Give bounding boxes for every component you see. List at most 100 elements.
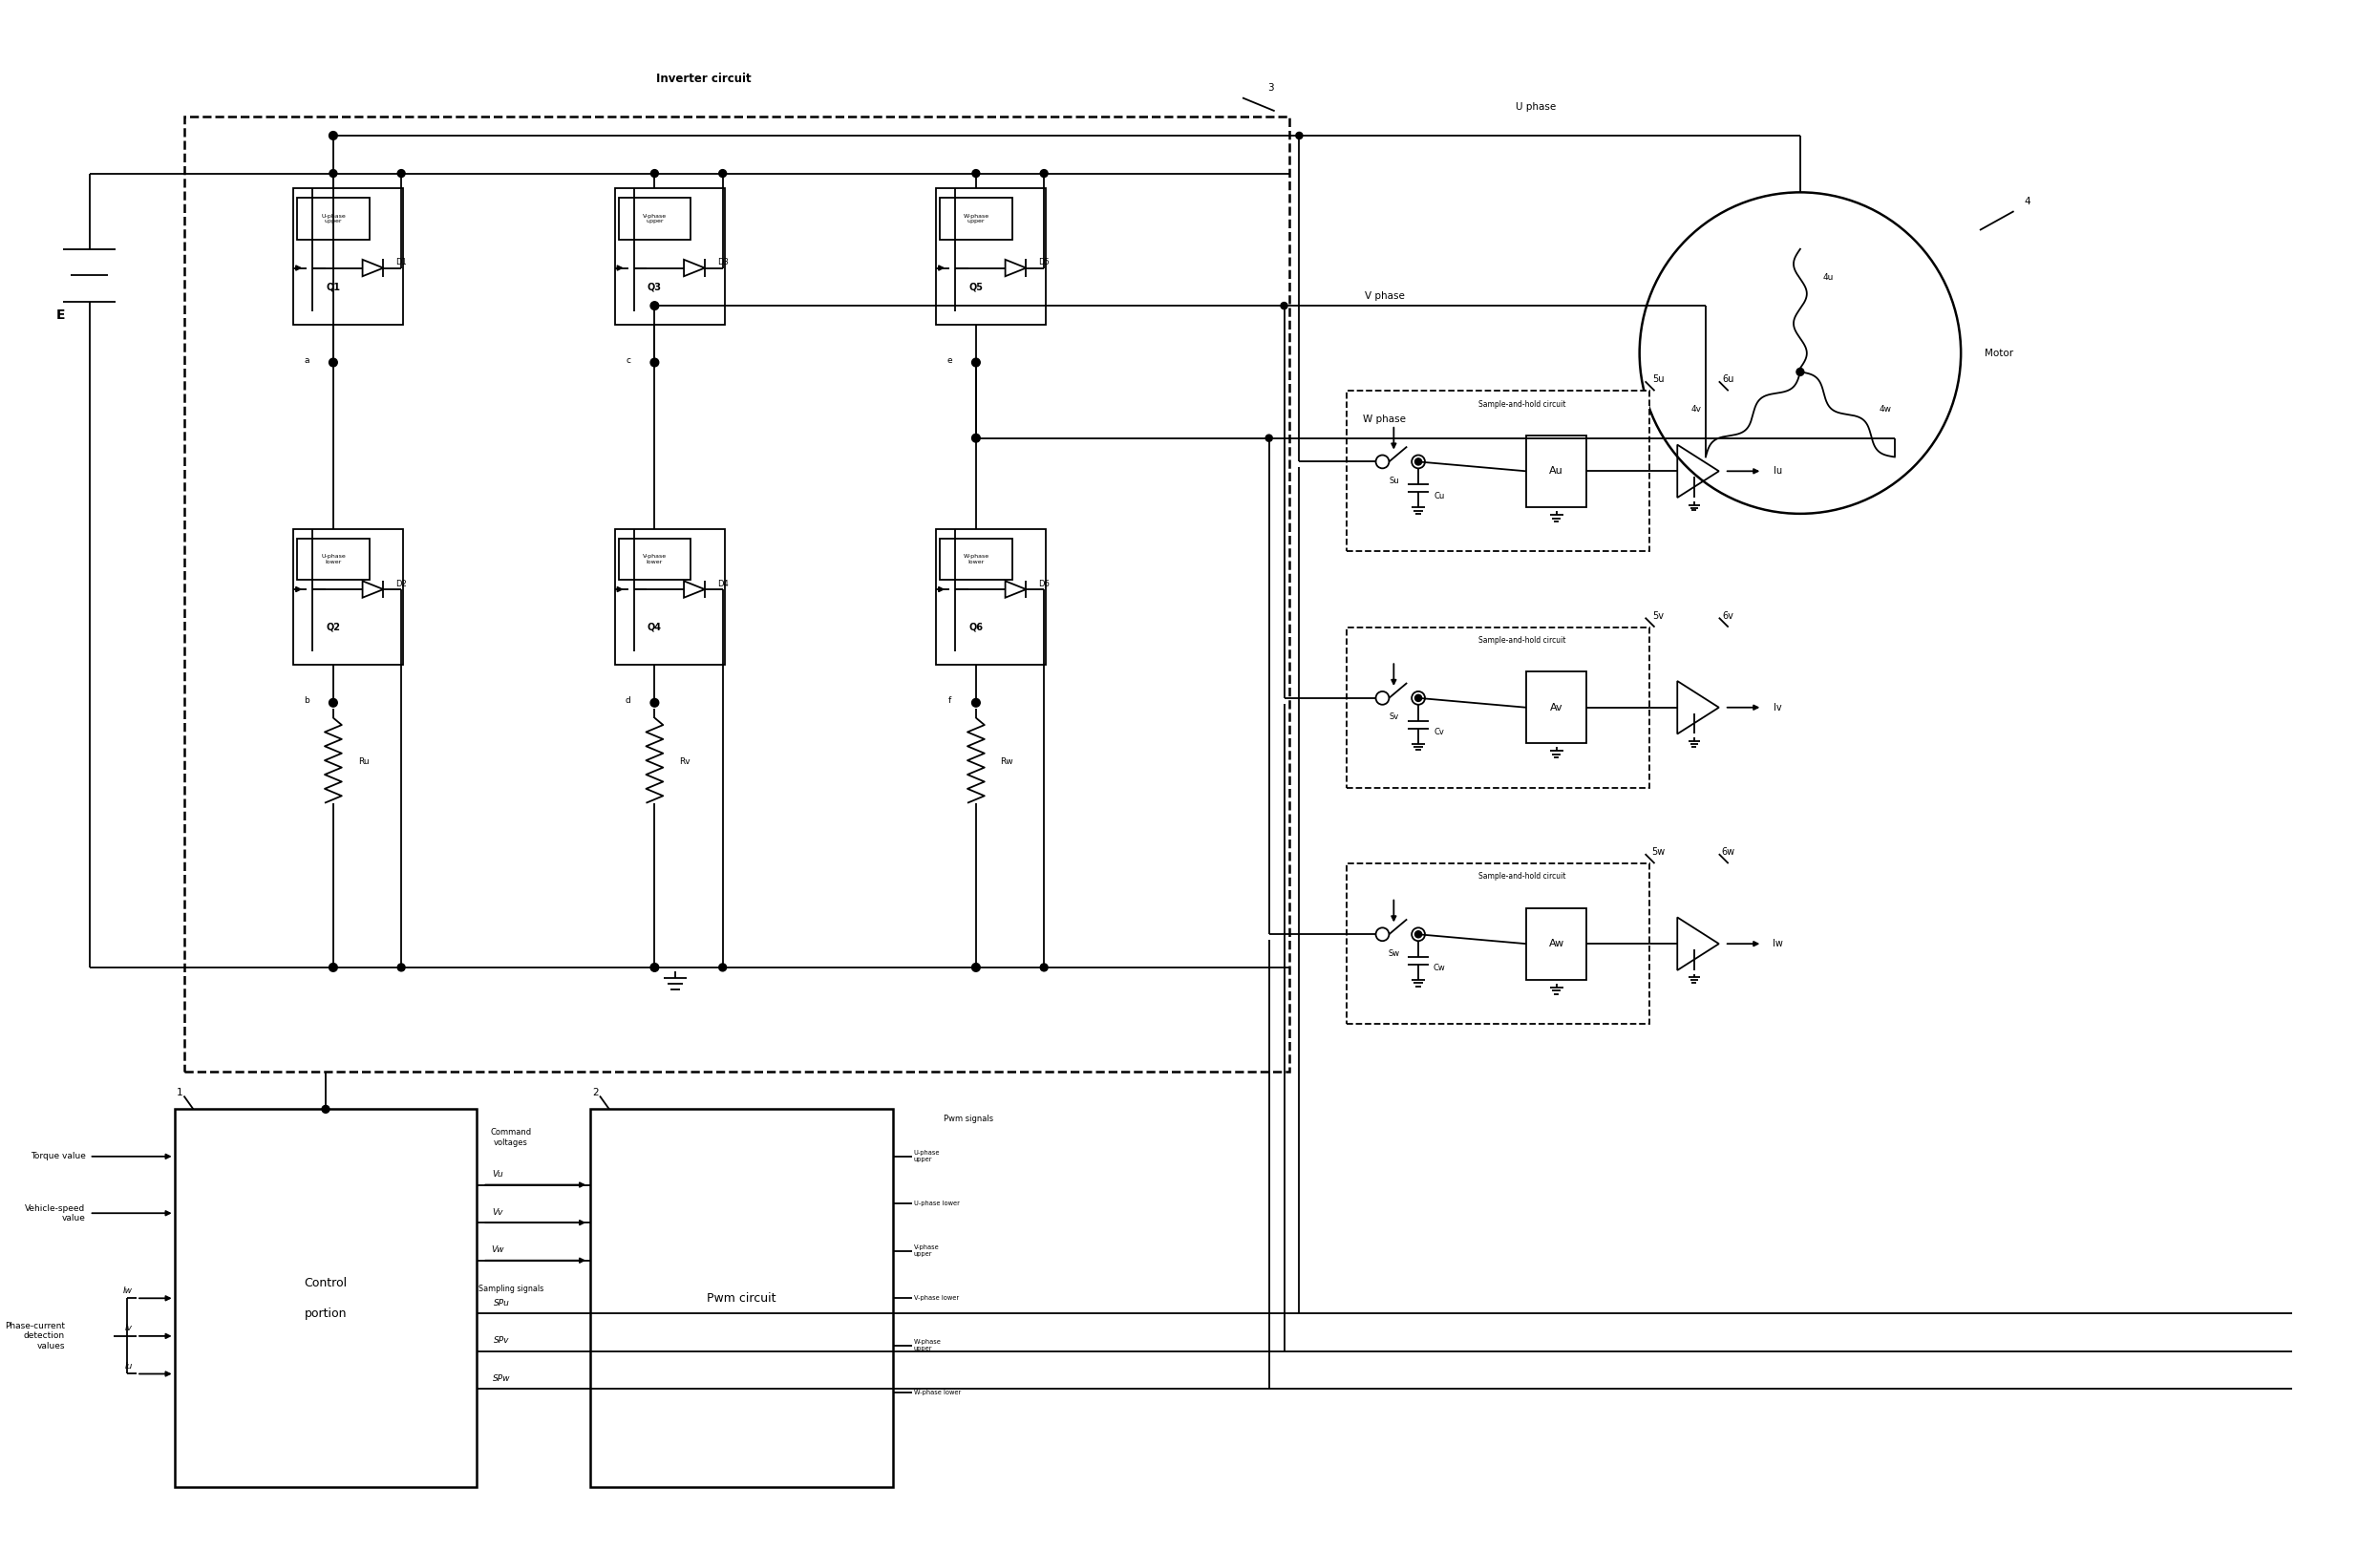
Circle shape <box>719 964 726 972</box>
Circle shape <box>328 964 338 972</box>
Bar <box>935 188 1045 324</box>
Circle shape <box>321 1105 328 1113</box>
Bar <box>619 199 690 239</box>
Circle shape <box>650 698 659 706</box>
Text: D1: D1 <box>395 258 407 267</box>
Text: V-phase
lower: V-phase lower <box>643 554 666 565</box>
Text: Cw: Cw <box>1433 964 1445 973</box>
Text: V-phase
upper: V-phase upper <box>643 214 666 223</box>
Text: Ru: Ru <box>357 757 369 765</box>
Text: Sw: Sw <box>1388 948 1399 958</box>
Bar <box>614 188 724 324</box>
Bar <box>619 539 690 580</box>
Text: D4: D4 <box>716 579 728 588</box>
Text: SPu: SPu <box>493 1299 509 1307</box>
Text: b: b <box>305 697 309 705</box>
Bar <box>935 529 1045 664</box>
Text: Vw: Vw <box>490 1246 505 1254</box>
Text: Vehicle-speed
value: Vehicle-speed value <box>26 1204 86 1223</box>
Text: Torque value: Torque value <box>31 1152 86 1161</box>
Circle shape <box>1797 368 1804 376</box>
Bar <box>174 1110 476 1487</box>
Text: Q4: Q4 <box>647 622 662 632</box>
Circle shape <box>650 964 659 972</box>
Circle shape <box>1295 132 1302 140</box>
Circle shape <box>1040 169 1047 177</box>
Text: Aw: Aw <box>1549 939 1564 948</box>
Bar <box>1347 391 1649 551</box>
Text: 5v: 5v <box>1652 611 1664 621</box>
Text: Sample-and-hold circuit: Sample-and-hold circuit <box>1478 400 1566 408</box>
Text: Phase-current
detection
values: Phase-current detection values <box>5 1322 64 1350</box>
Text: Q6: Q6 <box>969 622 983 632</box>
Bar <box>1526 435 1587 508</box>
Text: Iu: Iu <box>1773 467 1783 476</box>
Text: Q2: Q2 <box>326 622 340 632</box>
Bar <box>183 116 1290 1071</box>
Text: Command
voltages: Command voltages <box>490 1128 531 1147</box>
Text: V phase: V phase <box>1364 292 1404 301</box>
Text: Pwm signals: Pwm signals <box>942 1114 992 1124</box>
Text: 5u: 5u <box>1652 374 1664 385</box>
Circle shape <box>971 698 981 706</box>
Text: Inverter circuit: Inverter circuit <box>657 73 752 85</box>
Text: a: a <box>305 357 309 365</box>
Text: SPw: SPw <box>493 1374 509 1383</box>
Text: 4u: 4u <box>1823 273 1835 281</box>
Text: U-phase
lower: U-phase lower <box>321 554 345 565</box>
Text: V-phase
upper: V-phase upper <box>914 1245 940 1257</box>
Text: Cu: Cu <box>1433 492 1445 500</box>
Circle shape <box>971 435 981 442</box>
Circle shape <box>1280 303 1288 309</box>
Text: U-phase
upper: U-phase upper <box>914 1150 940 1162</box>
Text: Control: Control <box>305 1277 347 1290</box>
Text: E: E <box>57 309 67 321</box>
Text: e: e <box>947 357 952 365</box>
Text: Sv: Sv <box>1390 712 1399 722</box>
Text: W-phase
lower: W-phase lower <box>964 554 990 565</box>
Text: Q5: Q5 <box>969 282 983 292</box>
Text: Iw: Iw <box>124 1287 133 1294</box>
Text: Su: Su <box>1388 476 1399 484</box>
Text: Au: Au <box>1549 467 1564 476</box>
Text: f: f <box>947 697 952 705</box>
Text: Vu: Vu <box>493 1170 502 1178</box>
Text: 6v: 6v <box>1723 611 1735 621</box>
Bar <box>298 199 369 239</box>
Bar <box>1526 672 1587 743</box>
Text: Sample-and-hold circuit: Sample-and-hold circuit <box>1478 636 1566 644</box>
Text: portion: portion <box>305 1307 347 1319</box>
Bar <box>293 529 402 664</box>
Text: 4: 4 <box>2023 197 2030 206</box>
Text: W-phase lower: W-phase lower <box>914 1391 962 1395</box>
Text: Pwm circuit: Pwm circuit <box>707 1291 776 1304</box>
Circle shape <box>328 359 338 366</box>
Text: Sample-and-hold circuit: Sample-and-hold circuit <box>1478 872 1566 882</box>
Text: V-phase lower: V-phase lower <box>914 1296 959 1301</box>
Bar <box>1526 908 1587 979</box>
Text: D3: D3 <box>716 258 728 267</box>
Circle shape <box>650 301 659 310</box>
Circle shape <box>1416 458 1421 466</box>
Text: Motor: Motor <box>1985 348 2013 359</box>
Text: c: c <box>626 357 631 365</box>
Text: Rv: Rv <box>678 757 690 765</box>
Circle shape <box>650 169 659 177</box>
Circle shape <box>328 169 338 177</box>
Text: d: d <box>626 697 631 705</box>
Text: 1: 1 <box>176 1088 183 1097</box>
Text: Q3: Q3 <box>647 282 662 292</box>
Circle shape <box>650 359 659 366</box>
Text: 4w: 4w <box>1880 405 1892 414</box>
Text: Iv: Iv <box>126 1324 133 1333</box>
Text: D6: D6 <box>1038 579 1050 588</box>
Circle shape <box>1266 435 1273 441</box>
Text: Cv: Cv <box>1433 728 1445 736</box>
Text: U phase: U phase <box>1516 102 1557 112</box>
Bar <box>293 188 402 324</box>
Text: W phase: W phase <box>1364 414 1407 424</box>
Text: Q1: Q1 <box>326 282 340 292</box>
Text: Av: Av <box>1549 703 1564 712</box>
Circle shape <box>1040 964 1047 972</box>
Bar <box>1347 863 1649 1024</box>
